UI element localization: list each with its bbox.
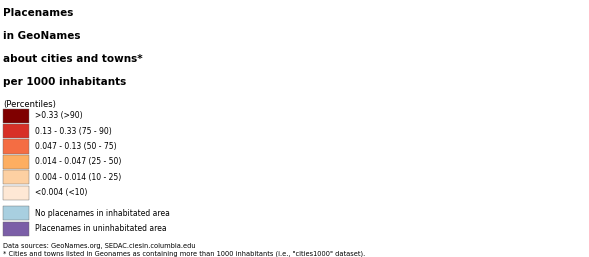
Text: <0.004 (<10): <0.004 (<10) bbox=[35, 188, 88, 197]
Text: per 1000 inhabitants: per 1000 inhabitants bbox=[3, 77, 126, 87]
Text: 0.004 - 0.014 (10 - 25): 0.004 - 0.014 (10 - 25) bbox=[35, 173, 121, 182]
Text: in GeoNames: in GeoNames bbox=[3, 31, 81, 41]
Text: about cities and towns*: about cities and towns* bbox=[3, 54, 143, 64]
Text: No placenames in inhabitated area: No placenames in inhabitated area bbox=[35, 209, 170, 218]
Text: 0.047 - 0.13 (50 - 75): 0.047 - 0.13 (50 - 75) bbox=[35, 142, 117, 151]
Text: 0.014 - 0.047 (25 - 50): 0.014 - 0.047 (25 - 50) bbox=[35, 157, 122, 167]
Text: (Percentiles): (Percentiles) bbox=[3, 100, 56, 109]
Text: 0.13 - 0.33 (75 - 90): 0.13 - 0.33 (75 - 90) bbox=[35, 126, 112, 136]
Text: >0.33 (>90): >0.33 (>90) bbox=[35, 111, 83, 120]
Text: * Cities and towns listed in Geonames as containing more than 1000 inhabitants (: * Cities and towns listed in Geonames as… bbox=[3, 251, 365, 257]
Text: Data sources: GeoNames.org, SEDAC.ciesin.columbia.edu: Data sources: GeoNames.org, SEDAC.ciesin… bbox=[3, 243, 196, 249]
Text: Placenames: Placenames bbox=[3, 8, 73, 18]
Text: Placenames in uninhabitated area: Placenames in uninhabitated area bbox=[35, 224, 167, 233]
